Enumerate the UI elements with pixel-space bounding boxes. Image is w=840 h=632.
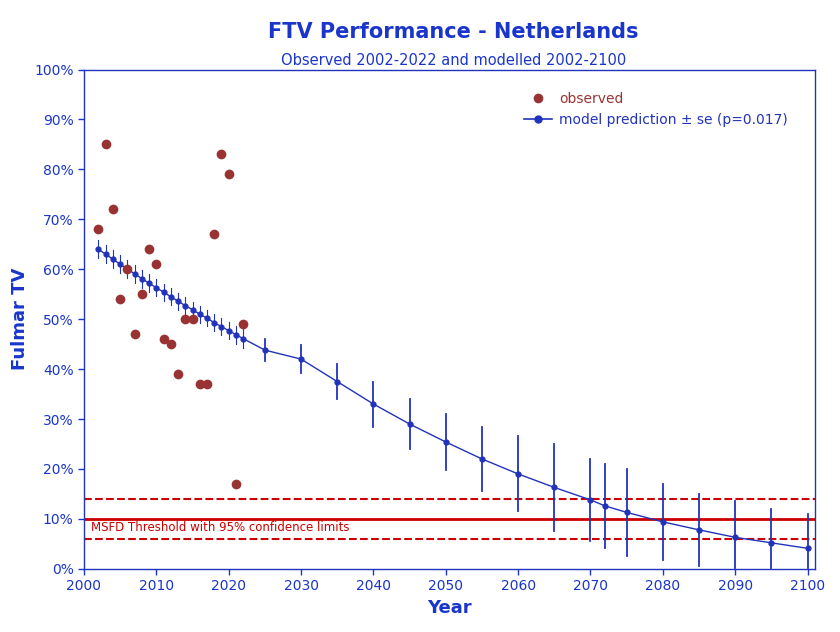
Text: Observed 2002-2022 and modelled 2002-2100: Observed 2002-2022 and modelled 2002-210… [281,52,627,68]
Y-axis label: Fulmar TV: Fulmar TV [11,268,29,370]
X-axis label: Year: Year [427,599,472,617]
Text: FTV Performance - Netherlands: FTV Performance - Netherlands [268,21,639,42]
Legend: observed, model prediction ± se (p=0.017): observed, model prediction ± se (p=0.017… [518,87,793,133]
Text: MSFD Threshold with 95% confidence limits: MSFD Threshold with 95% confidence limit… [92,521,349,534]
